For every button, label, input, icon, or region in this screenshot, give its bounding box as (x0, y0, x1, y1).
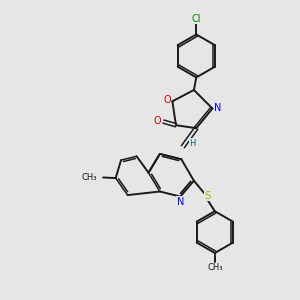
Text: N: N (214, 103, 221, 113)
Text: Cl: Cl (191, 14, 201, 24)
Text: H: H (189, 139, 196, 148)
Text: CH₃: CH₃ (207, 263, 223, 272)
Text: N: N (177, 197, 184, 207)
Text: S: S (204, 191, 210, 201)
Text: CH₃: CH₃ (81, 173, 97, 182)
Text: O: O (153, 116, 161, 126)
Text: O: O (163, 95, 171, 105)
